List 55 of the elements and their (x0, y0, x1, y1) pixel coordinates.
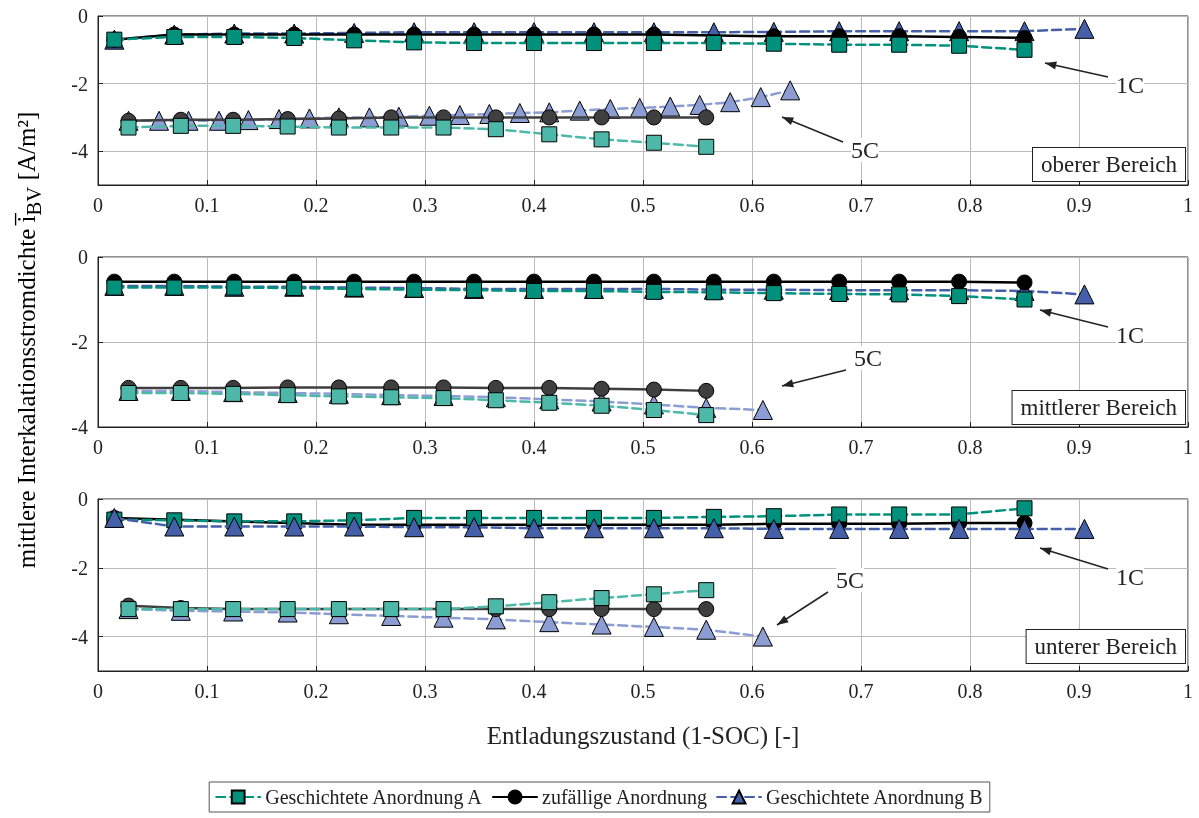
x-tick-label: 0.3 (412, 194, 438, 216)
legend-label: zufällige Anordnung (542, 786, 707, 809)
x-tick-label: 0.6 (739, 680, 765, 702)
y-tick-label: -4 (71, 416, 88, 438)
x-tick-label: 0.2 (303, 194, 329, 216)
y-tick-label: -4 (71, 625, 88, 648)
x-tick-label: 0.4 (521, 680, 547, 702)
y-tick-label: -2 (71, 556, 88, 579)
annotation: mittlerer Bereich (1020, 395, 1178, 420)
x-tick-label: 0 (93, 436, 103, 458)
annotation: 5C (835, 567, 865, 593)
x-tick-label: 1 (1183, 680, 1193, 702)
x-tick-label: 0.4 (521, 436, 547, 458)
x-tick-label: 0.9 (1066, 680, 1092, 702)
legend-label: Geschichtete Anordnung B (766, 786, 983, 809)
x-tick-label: 1 (1183, 194, 1193, 216)
x-tick-label: 0.5 (630, 194, 656, 216)
x-tick-label: 0.8 (957, 436, 983, 458)
annotation: 1C (1115, 322, 1145, 348)
x-tick-label: 0.2 (303, 436, 329, 458)
x-tick-label: 0.5 (630, 436, 656, 458)
legend-label: Geschichtete Anordnung A (265, 786, 483, 809)
x-tick-label: 0.6 (739, 194, 765, 216)
x-tick-label: 0.1 (194, 680, 220, 702)
x-tick-label: 0.4 (521, 194, 547, 216)
annotation: 1C (1115, 72, 1145, 98)
y-tick-label: -2 (71, 72, 88, 95)
x-tick-label: 0.6 (739, 436, 765, 458)
x-tick-label: 0 (93, 194, 103, 216)
x-tick-label: 0.9 (1066, 436, 1092, 458)
x-tick-label: 0 (93, 680, 103, 702)
x-tick-label: 0.7 (848, 194, 874, 216)
y-tick-label: 0 (78, 246, 88, 268)
annotation: unterer Bereich (1034, 634, 1178, 659)
y-tick-label: -4 (71, 140, 88, 163)
y-tick-label: -2 (71, 331, 88, 353)
annotation: oberer Bereich (1041, 152, 1178, 177)
x-tick-label: 0.2 (303, 680, 329, 702)
annotation: 5C (853, 345, 883, 371)
x-tick-label: 1 (1183, 436, 1193, 458)
x-tick-label: 0.8 (957, 194, 983, 216)
x-tick-label: 0.3 (412, 680, 438, 702)
x-tick-label: 0.9 (1066, 194, 1092, 216)
y-tick-label: 0 (78, 488, 88, 510)
x-tick-label: 0.7 (848, 436, 874, 458)
x-tick-label: 0.1 (194, 194, 220, 216)
annotation: 1C (1115, 564, 1145, 590)
x-tick-label: 0.8 (957, 680, 983, 702)
x-tick-label: 0.1 (194, 436, 220, 458)
x-tick-label: 0.3 (412, 436, 438, 458)
y-tick-label: 0 (78, 5, 88, 27)
x-tick-label: 0.7 (848, 680, 874, 702)
annotation: 5C (850, 137, 880, 163)
x-axis-title: Entladungszustand (1-SOC) [-] (486, 722, 800, 750)
x-tick-label: 0.5 (630, 680, 656, 702)
